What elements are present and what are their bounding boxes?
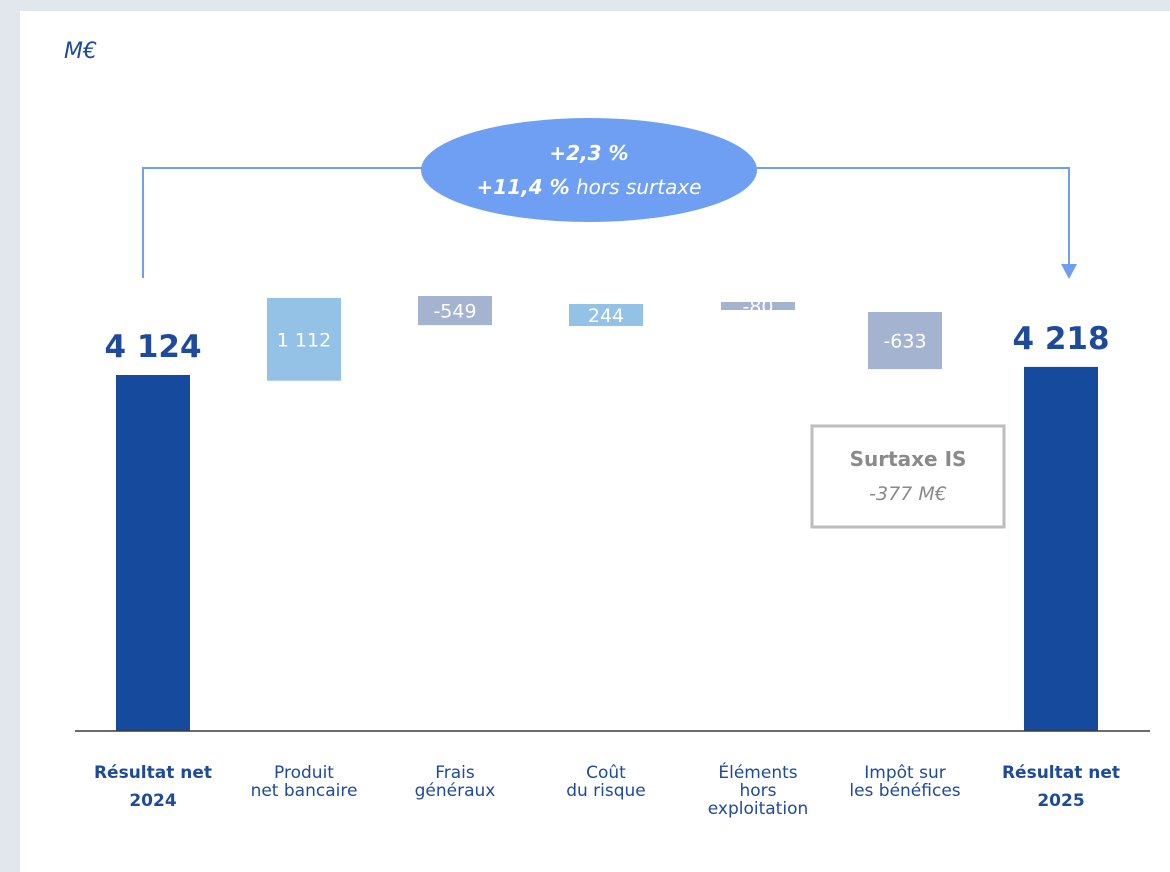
bar-total-label-0: 4 124 [104, 329, 201, 365]
category-label-4: Éléments hors exploitation [708, 761, 809, 819]
growth-excl-surtax-label: hors surtaxe [570, 175, 702, 199]
bar-delta-2 [418, 296, 492, 326]
bars-group [116, 296, 1098, 731]
bar-total-0 [116, 375, 190, 731]
bar-delta-label-1: 1 112 [277, 329, 331, 351]
surtaxe-title: Surtaxe IS [850, 447, 967, 471]
category-label-line: du risque [566, 781, 646, 801]
bar-total-6 [1024, 366, 1098, 731]
bar-delta-4 [721, 302, 795, 310]
growth-bridge [142, 167, 1077, 279]
growth-bubble: +2,3 % +11,4 % hors surtaxe [421, 118, 757, 222]
category-label-5: Impôt sur les bénéfices [849, 763, 960, 801]
surtaxe-value: -377 M€ [869, 483, 947, 505]
unit-label: M€ [64, 39, 97, 64]
category-labels-group: Résultat net 2024 Produit net bancaire Frais… [94, 761, 1120, 819]
category-label-line: Éléments [718, 761, 797, 783]
category-label-0: Résultat net 2024 [94, 763, 212, 811]
category-label-line: 2025 [1037, 791, 1084, 811]
category-label-2: Frais généraux [415, 763, 496, 801]
category-label-line: exploitation [708, 799, 809, 819]
category-label-line: net bancaire [251, 781, 358, 801]
bar-delta-label-5: -633 [883, 331, 926, 353]
category-label-6: Résultat net 2025 [1002, 763, 1120, 811]
bar-delta-5 [868, 312, 942, 370]
bar-delta-label-4: -80 [742, 296, 773, 318]
category-label-line: 2024 [129, 791, 176, 811]
category-label-line: Coût [586, 763, 626, 783]
bridge-line-right [748, 167, 1070, 266]
bridge-arrow-head [1061, 264, 1077, 279]
category-label-line: Résultat net [94, 763, 212, 783]
category-label-line: Résultat net [1002, 763, 1120, 783]
bar-delta-label-2: -549 [433, 301, 476, 323]
category-label-line: Produit [274, 763, 334, 783]
growth-bubble-shape [421, 118, 757, 222]
category-label-line: hors [739, 781, 776, 801]
category-label-line: Impôt sur [864, 763, 945, 783]
category-label-line: les bénéfices [849, 781, 960, 801]
bridge-line-left [142, 167, 430, 278]
bar-delta-1 [267, 298, 341, 381]
bar-delta-3 [569, 304, 643, 327]
category-label-line: Frais [435, 763, 475, 783]
bar-labels-group: 4 124 1 112 -549 244 -80 -633 4 218 [104, 296, 1109, 365]
bar-delta-label-3: 244 [588, 305, 624, 327]
bar-total-label-6: 4 218 [1012, 321, 1109, 357]
growth-total-value: +2,3 % [549, 141, 628, 165]
category-label-3: Coût du risque [566, 763, 646, 801]
growth-bubble-line2: +11,4 % hors surtaxe [477, 175, 702, 199]
growth-bubble-line1: +2,3 % [549, 141, 628, 165]
surtaxe-annotation: Surtaxe IS -377 M€ [810, 424, 1006, 529]
growth-excl-surtax-value: +11,4 % [477, 175, 570, 199]
category-label-line: généraux [415, 781, 496, 801]
surtaxe-box [810, 424, 1006, 529]
category-label-1: Produit net bancaire [251, 763, 358, 801]
